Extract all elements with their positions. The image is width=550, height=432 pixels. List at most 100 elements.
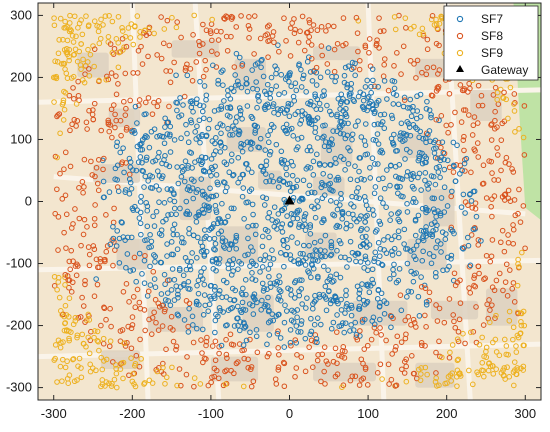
- point-sf7: [234, 78, 241, 85]
- point-sf9: [494, 89, 501, 96]
- point-sf8: [254, 349, 261, 356]
- point-sf7: [346, 91, 353, 97]
- point-sf7: [267, 284, 274, 290]
- point-sf7: [307, 224, 314, 230]
- point-sf9: [449, 370, 456, 376]
- point-sf7: [238, 260, 245, 267]
- point-sf9: [112, 362, 119, 368]
- point-sf8: [235, 359, 241, 365]
- point-sf8: [160, 371, 167, 377]
- point-sf7: [300, 75, 306, 82]
- point-sf7: [237, 175, 243, 182]
- point-sf8: [501, 118, 508, 125]
- point-sf7: [358, 176, 364, 182]
- point-sf8: [308, 55, 315, 62]
- point-sf8: [123, 43, 130, 50]
- point-sf7: [222, 245, 228, 251]
- point-sf7: [145, 178, 151, 184]
- point-sf7: [158, 227, 165, 233]
- point-sf7: [311, 321, 318, 328]
- point-sf8: [200, 21, 206, 28]
- point-sf7: [418, 274, 424, 280]
- point-sf7: [201, 281, 208, 288]
- point-sf7: [236, 54, 243, 61]
- point-sf7: [327, 173, 333, 180]
- point-sf8: [520, 203, 527, 209]
- point-sf7: [132, 103, 139, 110]
- point-sf7: [328, 111, 335, 118]
- point-sf8: [476, 270, 482, 277]
- point-sf7: [236, 105, 243, 111]
- point-sf7: [418, 187, 424, 193]
- point-sf7: [438, 249, 444, 255]
- point-sf8: [357, 328, 363, 334]
- point-sf7: [144, 207, 151, 214]
- point-sf9: [490, 363, 496, 369]
- point-sf7: [468, 198, 475, 204]
- point-sf9: [518, 322, 525, 329]
- point-sf8: [371, 83, 378, 90]
- point-sf7: [200, 167, 207, 174]
- point-sf7: [314, 135, 321, 141]
- point-sf9: [454, 383, 460, 389]
- point-sf7: [248, 139, 254, 146]
- point-sf7: [193, 301, 200, 307]
- point-sf9: [83, 13, 89, 19]
- point-sf7: [228, 158, 235, 164]
- point-sf8: [340, 344, 347, 350]
- point-sf8: [95, 187, 102, 194]
- point-sf7: [431, 139, 437, 146]
- point-sf8: [70, 85, 76, 91]
- point-sf7: [380, 200, 386, 206]
- point-sf7: [281, 90, 288, 96]
- point-sf7: [188, 150, 195, 156]
- point-sf9: [95, 338, 102, 345]
- point-sf8: [215, 37, 222, 43]
- point-sf9: [432, 379, 439, 385]
- point-sf8: [90, 243, 97, 249]
- point-sf8: [460, 137, 467, 143]
- point-sf7: [225, 265, 232, 272]
- point-sf7: [164, 290, 171, 296]
- point-sf7: [437, 241, 444, 247]
- point-sf7: [355, 306, 362, 312]
- point-sf7: [290, 194, 297, 201]
- point-sf7: [126, 155, 133, 162]
- point-sf7: [337, 240, 344, 247]
- legend-marker-sf8: [456, 32, 464, 40]
- axis-ticks: [38, 3, 541, 400]
- point-sf8: [498, 167, 504, 174]
- point-sf7: [239, 148, 246, 155]
- point-sf7: [449, 228, 456, 234]
- point-sf8: [246, 26, 253, 32]
- point-sf7: [180, 272, 187, 279]
- gateway-marker: [284, 195, 295, 205]
- point-sf7: [407, 105, 413, 111]
- point-sf7: [388, 112, 395, 119]
- point-sf7: [232, 82, 239, 89]
- y-tick-label: 300: [10, 7, 32, 22]
- point-sf7: [412, 199, 419, 205]
- point-sf7: [362, 84, 369, 90]
- point-sf8: [113, 73, 119, 79]
- point-sf7: [374, 131, 381, 137]
- point-sf7: [300, 177, 307, 184]
- point-sf7: [390, 139, 396, 146]
- point-sf9: [161, 26, 168, 32]
- point-sf8: [148, 331, 155, 337]
- point-sf7: [231, 126, 238, 132]
- point-sf7: [227, 296, 233, 303]
- point-sf8: [488, 253, 495, 260]
- point-sf9: [129, 378, 136, 385]
- point-sf9: [511, 108, 518, 114]
- point-sf9: [70, 356, 77, 362]
- point-sf9: [62, 25, 69, 31]
- point-sf8: [517, 219, 524, 225]
- point-sf7: [231, 297, 237, 304]
- point-sf7: [220, 179, 227, 185]
- point-sf7: [426, 180, 432, 187]
- point-sf7: [317, 74, 324, 81]
- point-sf9: [173, 24, 180, 31]
- point-sf9: [486, 360, 492, 367]
